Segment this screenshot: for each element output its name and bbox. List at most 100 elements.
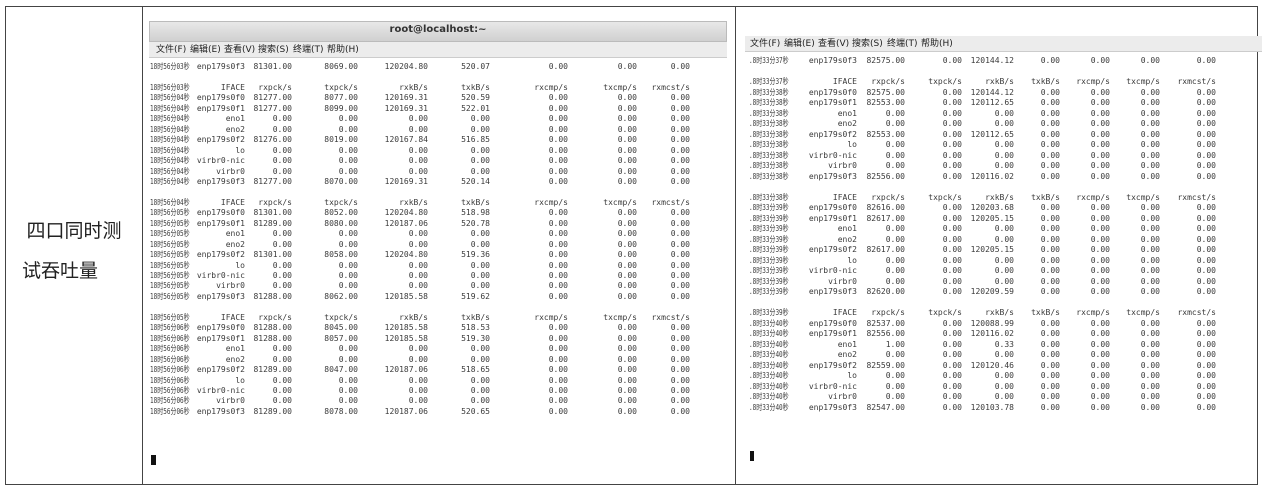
stat-value: 0.00 bbox=[338, 375, 358, 385]
menu-item[interactable]: 查看(V) bbox=[224, 45, 256, 55]
stat-value: 120112.65 bbox=[970, 129, 1014, 139]
stat-value: 0.00 bbox=[1140, 171, 1160, 181]
menu-bar bbox=[745, 36, 1262, 52]
stat-value: 0.00 bbox=[617, 291, 637, 301]
cell-divider bbox=[735, 6, 736, 484]
stat-value: 0.00 bbox=[1196, 287, 1216, 296]
stat-value: 0.00 bbox=[470, 396, 490, 406]
timestamp: .8时33分40秒 bbox=[749, 371, 789, 380]
interface: virbr0-nic bbox=[808, 150, 857, 160]
interface: enp179s0f2 bbox=[196, 250, 245, 260]
stat-value: 0.00 bbox=[670, 176, 690, 186]
menu-item[interactable]: 文件(F) bbox=[750, 39, 781, 49]
stat-value: 120144.12 bbox=[970, 87, 1014, 97]
stat-value: 0.00 bbox=[338, 271, 358, 280]
stat-value: 82617.00 bbox=[866, 213, 905, 223]
interface: IFACE bbox=[832, 192, 857, 202]
stat-value: txcmp/s bbox=[1126, 192, 1160, 202]
menu-item[interactable]: 查看(V) bbox=[818, 39, 850, 49]
stat-value: 0.00 bbox=[1140, 213, 1160, 223]
menu-item[interactable]: 帮助(H) bbox=[327, 45, 359, 55]
stat-value: 0.00 bbox=[470, 114, 490, 124]
stat-value: rxpck/s bbox=[871, 192, 905, 202]
stat-value: 0.00 bbox=[272, 114, 292, 124]
stat-value: 0.00 bbox=[1090, 140, 1110, 149]
menu-item[interactable]: 编辑(E) bbox=[190, 45, 221, 55]
stat-value: 0.00 bbox=[617, 281, 637, 291]
stat-value: 82553.00 bbox=[866, 129, 905, 139]
stat-value: rxkB/s bbox=[399, 312, 428, 322]
stat-value: 0.00 bbox=[338, 344, 358, 354]
menu-item[interactable]: 搜索(S) bbox=[852, 39, 883, 49]
menu-item[interactable]: 文件(F) bbox=[156, 45, 187, 55]
stat-value: 0.00 bbox=[1040, 318, 1060, 328]
stat-value: 0.00 bbox=[670, 103, 690, 113]
stat-value: 0.00 bbox=[670, 323, 690, 333]
timestamp: 18时56分03秒 bbox=[150, 62, 190, 71]
stat-value: rxmcst/s bbox=[1177, 77, 1216, 86]
stat-value: rxcmp/s bbox=[1076, 308, 1110, 317]
timestamp: 18时56分03秒 bbox=[150, 82, 190, 92]
stat-value: 0.00 bbox=[670, 344, 690, 354]
stat-value: 0.00 bbox=[548, 62, 568, 71]
interface: lo bbox=[847, 371, 857, 380]
stat-value: 0.00 bbox=[1140, 276, 1160, 286]
stat-value: 0.00 bbox=[1040, 287, 1060, 296]
stat-value: txcmp/s bbox=[1126, 308, 1160, 317]
stat-value: 0.00 bbox=[1140, 350, 1160, 359]
stat-value: 0.00 bbox=[670, 375, 690, 385]
stat-value: 0.00 bbox=[1040, 213, 1060, 223]
stat-value: 0.00 bbox=[1040, 108, 1060, 118]
timestamp: 18时56分06秒 bbox=[150, 333, 190, 343]
stat-value: 0.00 bbox=[548, 354, 568, 364]
stat-value: 0.00 bbox=[1140, 224, 1160, 233]
stat-value: rxmcst/s bbox=[651, 82, 690, 92]
timestamp: 18时56分04秒 bbox=[150, 197, 190, 207]
menu-item[interactable]: 终端(T) bbox=[887, 39, 918, 49]
stat-value: 0.00 bbox=[670, 260, 690, 270]
menu-item[interactable]: 编辑(E) bbox=[784, 39, 815, 49]
stat-value: 0.00 bbox=[942, 150, 962, 160]
timestamp: .8时33分38秒 bbox=[749, 98, 789, 107]
stat-value: 82556.00 bbox=[866, 171, 905, 181]
timestamp: .8时33分40秒 bbox=[749, 392, 789, 401]
interface: enp179s0f2 bbox=[808, 360, 857, 370]
stat-value: 0.00 bbox=[942, 171, 962, 181]
stat-value: 0.00 bbox=[1140, 129, 1160, 139]
timestamp: 18时56分05秒 bbox=[150, 271, 190, 280]
stat-value: 0.00 bbox=[1090, 150, 1110, 160]
menu-item[interactable]: 搜索(S) bbox=[258, 45, 289, 55]
stat-value: 0.00 bbox=[942, 350, 962, 359]
menu-item[interactable]: 帮助(H) bbox=[921, 39, 953, 49]
stat-value: 0.00 bbox=[1040, 98, 1060, 107]
stat-value: 0.00 bbox=[1090, 287, 1110, 296]
stat-value: 0.00 bbox=[617, 260, 637, 270]
stat-value: 81288.00 bbox=[253, 291, 292, 301]
stat-value: 0.00 bbox=[994, 108, 1014, 118]
table-border bbox=[5, 6, 1258, 485]
stat-value: 0.00 bbox=[272, 260, 292, 270]
stat-value: 0.00 bbox=[994, 224, 1014, 233]
stat-value: rxcmp/s bbox=[534, 82, 568, 92]
timestamp: 18时56分04秒 bbox=[150, 103, 190, 113]
stat-value: 0.00 bbox=[617, 176, 637, 186]
cell-divider bbox=[142, 6, 143, 484]
stat-value: 0.00 bbox=[670, 365, 690, 375]
stat-value: 0.00 bbox=[1090, 98, 1110, 107]
stat-value: 0.00 bbox=[408, 281, 428, 291]
stat-value: 0.00 bbox=[670, 406, 690, 416]
stat-value: 0.00 bbox=[338, 156, 358, 166]
stat-value: 0.00 bbox=[470, 239, 490, 249]
stat-value: 0.00 bbox=[1090, 234, 1110, 244]
stat-value: 0.00 bbox=[1196, 224, 1216, 233]
stat-value: txpck/s bbox=[324, 197, 358, 207]
stat-value: 0.00 bbox=[670, 291, 690, 301]
timestamp: .8时33分40秒 bbox=[749, 350, 789, 359]
menu-item[interactable]: 终端(T) bbox=[293, 45, 324, 55]
stat-value: 0.00 bbox=[1090, 224, 1110, 233]
stat-value: 0.00 bbox=[994, 371, 1014, 380]
timestamp: .8时33分38秒 bbox=[749, 108, 789, 118]
stat-value: 0.00 bbox=[548, 365, 568, 375]
stat-value: 0.00 bbox=[942, 266, 962, 275]
timestamp: .8时33分38秒 bbox=[749, 192, 789, 202]
